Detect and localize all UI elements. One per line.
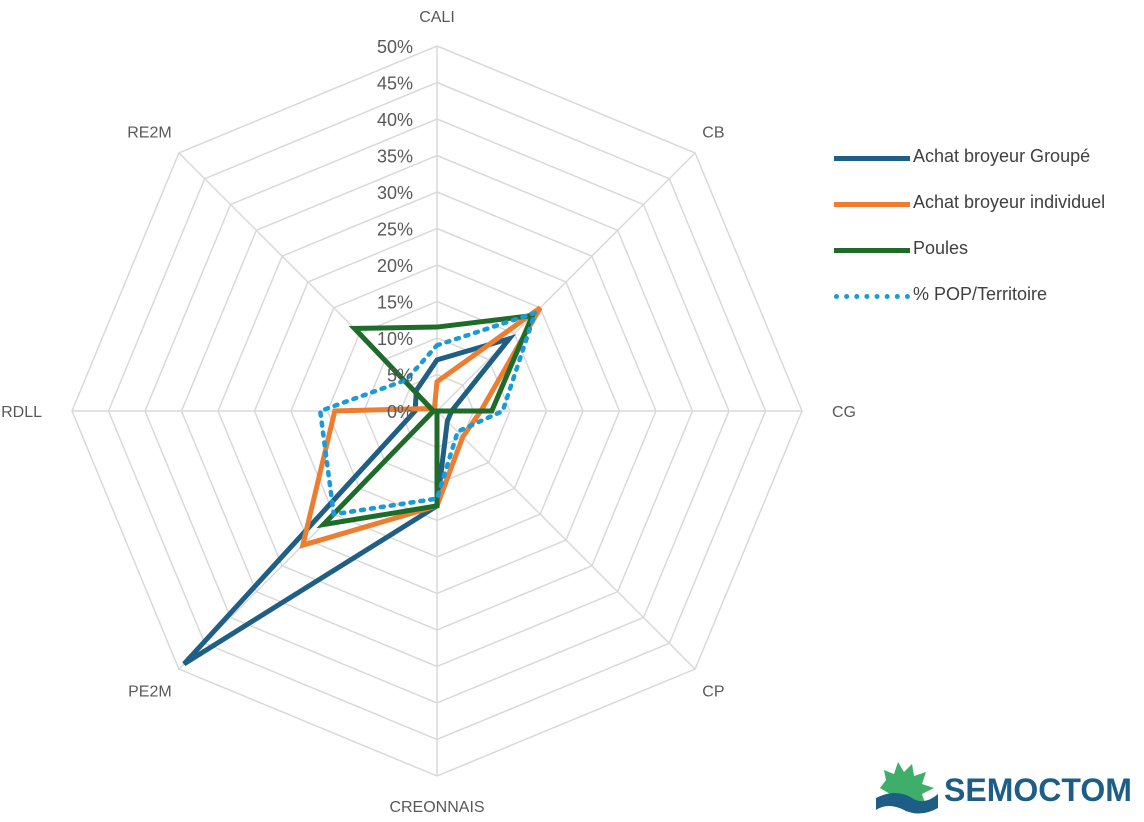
legend-swatch: [834, 202, 910, 207]
legend-swatch: [834, 156, 910, 161]
radial-tick-labels: 0% 5% 10% 15% 20% 25% 30% 35% 40% 45% 50%: [377, 37, 413, 422]
radial-tick-label: 30%: [377, 183, 413, 203]
semoctom-logo: SEMOCTOM: [872, 758, 1140, 818]
category-label: CALI: [419, 9, 455, 26]
legend-label: Poules: [913, 238, 969, 258]
legend-label: Achat broyeur Groupé: [913, 146, 1091, 166]
category-label: RDLL: [1, 404, 42, 421]
radial-tick-label: 20%: [377, 256, 413, 276]
leaf-icon: [876, 762, 938, 814]
category-label: CG: [832, 404, 856, 421]
category-label: PE2M: [128, 683, 172, 700]
grid-spoke: [436, 152, 696, 412]
legend-swatch: [834, 294, 910, 299]
category-label: RE2M: [127, 125, 171, 142]
radial-tick-label: 40%: [377, 110, 413, 130]
category-label: CP: [702, 683, 724, 700]
radial-tick-label: 45%: [377, 74, 413, 94]
grid-spoke: [436, 410, 696, 670]
radar-series: [182, 305, 543, 667]
legend-swatch: [834, 248, 910, 253]
category-label: CB: [702, 125, 724, 142]
category-label: CREONNAIS: [389, 799, 484, 816]
category-labels: CALI CB CG CP CREONNAIS PE2M RDLL RE2M: [1, 9, 856, 816]
radar-grid: [71, 45, 803, 777]
radial-tick-label: 35%: [377, 147, 413, 167]
radial-tick-label: 0%: [387, 402, 413, 422]
radial-tick-label: 50%: [377, 37, 413, 57]
series-line-2: [316, 312, 537, 529]
radial-tick-label: 25%: [377, 220, 413, 240]
radial-tick-label: 10%: [377, 329, 413, 349]
radial-tick-label: 5%: [387, 366, 413, 386]
radial-tick-label: 15%: [377, 293, 413, 313]
legend-label: Achat broyeur individuel: [913, 192, 1106, 212]
legend-label: % POP/Territoire: [913, 284, 1048, 304]
logo-text: SEMOCTOM: [944, 772, 1132, 808]
